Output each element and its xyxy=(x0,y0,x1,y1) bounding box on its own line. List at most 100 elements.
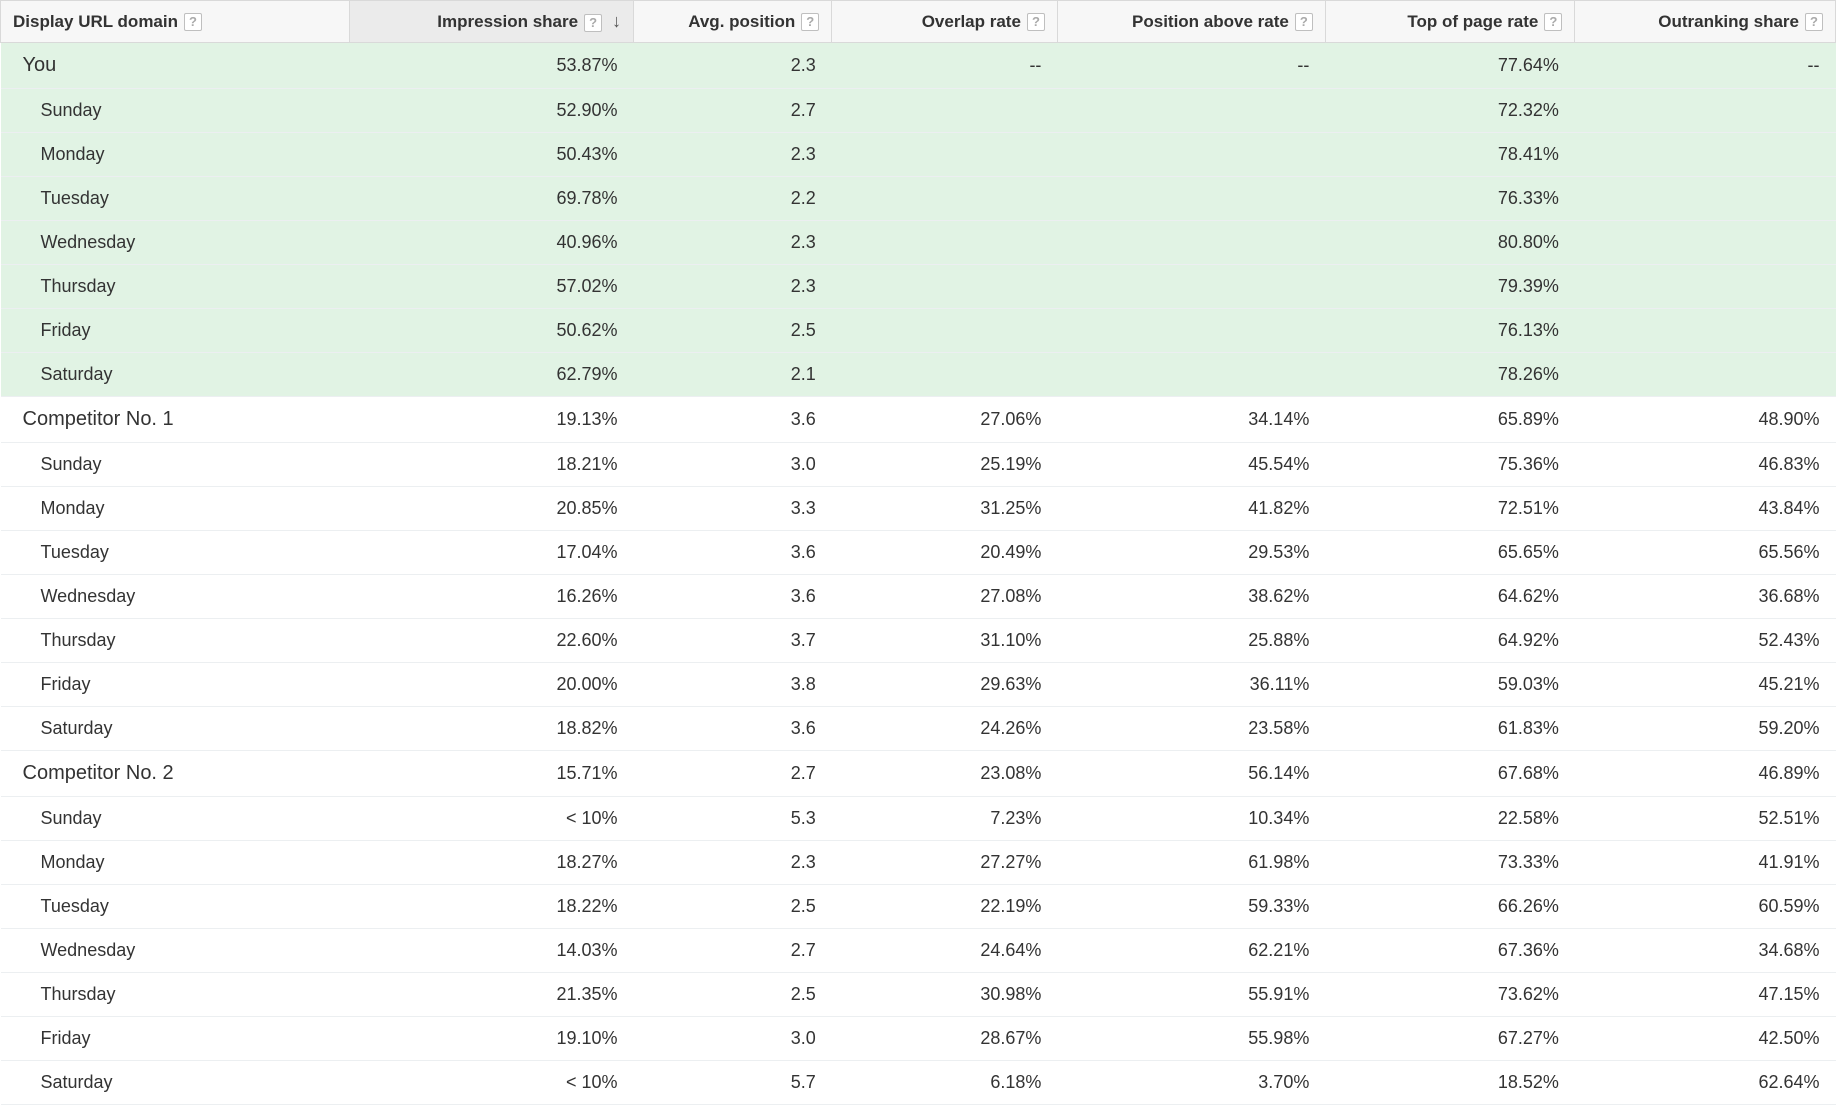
metric-cell: 64.62% xyxy=(1325,575,1575,619)
table-row[interactable]: Saturday< 10%5.76.18%3.70%18.52%62.64% xyxy=(1,1061,1836,1105)
table-row[interactable]: Monday20.85%3.331.25%41.82%72.51%43.84% xyxy=(1,487,1836,531)
metric-cell: 18.21% xyxy=(349,443,633,487)
table-row[interactable]: Tuesday17.04%3.620.49%29.53%65.65%65.56% xyxy=(1,531,1836,575)
metric-cell xyxy=(1057,221,1325,265)
help-icon[interactable]: ? xyxy=(1805,13,1823,31)
metric-cell: 3.8 xyxy=(634,663,832,707)
table-row[interactable]: Wednesday16.26%3.627.08%38.62%64.62%36.6… xyxy=(1,575,1836,619)
metric-cell: 2.3 xyxy=(634,265,832,309)
metric-cell: 45.54% xyxy=(1057,443,1325,487)
column-header[interactable]: Outranking share? xyxy=(1575,1,1836,43)
metric-cell: 20.85% xyxy=(349,487,633,531)
metric-cell: 14.03% xyxy=(349,929,633,973)
help-icon[interactable]: ? xyxy=(1544,13,1562,31)
metric-cell: 59.20% xyxy=(1575,707,1836,751)
column-header[interactable]: Top of page rate? xyxy=(1325,1,1575,43)
column-header[interactable]: Overlap rate? xyxy=(832,1,1058,43)
metric-cell: 67.27% xyxy=(1325,1017,1575,1061)
column-header-label: Outranking share xyxy=(1658,12,1799,31)
column-header[interactable]: Position above rate? xyxy=(1057,1,1325,43)
day-cell: Monday xyxy=(1,133,350,177)
day-cell: Tuesday xyxy=(1,885,350,929)
sort-arrow-down-icon: ↓ xyxy=(612,11,621,31)
table-row[interactable]: Monday18.27%2.327.27%61.98%73.33%41.91% xyxy=(1,841,1836,885)
metric-cell: -- xyxy=(1575,43,1836,89)
table-row[interactable]: Thursday21.35%2.530.98%55.91%73.62%47.15… xyxy=(1,973,1836,1017)
table-row[interactable]: Competitor No. 119.13%3.627.06%34.14%65.… xyxy=(1,397,1836,443)
metric-cell: 25.19% xyxy=(832,443,1058,487)
metric-cell: 36.68% xyxy=(1575,575,1836,619)
help-icon[interactable]: ? xyxy=(1295,13,1313,31)
metric-cell: -- xyxy=(1057,43,1325,89)
day-cell: Tuesday xyxy=(1,531,350,575)
metric-cell: 15.71% xyxy=(349,751,633,797)
metric-cell: 2.1 xyxy=(634,353,832,397)
metric-cell: -- xyxy=(832,43,1058,89)
help-icon[interactable]: ? xyxy=(801,13,819,31)
metric-cell: 55.98% xyxy=(1057,1017,1325,1061)
metric-cell: < 10% xyxy=(349,797,633,841)
table-row[interactable]: Saturday18.82%3.624.26%23.58%61.83%59.20… xyxy=(1,707,1836,751)
metric-cell: 66.26% xyxy=(1325,885,1575,929)
table-row[interactable]: Saturday62.79%2.178.26% xyxy=(1,353,1836,397)
metric-cell: 10.34% xyxy=(1057,797,1325,841)
help-icon[interactable]: ? xyxy=(1027,13,1045,31)
metric-cell: 65.65% xyxy=(1325,531,1575,575)
metric-cell: 22.60% xyxy=(349,619,633,663)
metric-cell xyxy=(832,309,1058,353)
table-row[interactable]: Friday20.00%3.829.63%36.11%59.03%45.21% xyxy=(1,663,1836,707)
column-header[interactable]: Avg. position? xyxy=(634,1,832,43)
metric-cell: 5.3 xyxy=(634,797,832,841)
metric-cell: 20.49% xyxy=(832,531,1058,575)
metric-cell: 41.91% xyxy=(1575,841,1836,885)
table-row[interactable]: Sunday18.21%3.025.19%45.54%75.36%46.83% xyxy=(1,443,1836,487)
table-row[interactable]: Wednesday14.03%2.724.64%62.21%67.36%34.6… xyxy=(1,929,1836,973)
column-header-label: Avg. position xyxy=(688,12,795,31)
metric-cell: 73.62% xyxy=(1325,973,1575,1017)
metric-cell: 2.3 xyxy=(634,43,832,89)
table-row[interactable]: You53.87%2.3----77.64%-- xyxy=(1,43,1836,89)
table-row[interactable]: Thursday57.02%2.379.39% xyxy=(1,265,1836,309)
metric-cell: 3.7 xyxy=(634,619,832,663)
table-row[interactable]: Friday19.10%3.028.67%55.98%67.27%42.50% xyxy=(1,1017,1836,1061)
metric-cell: 67.36% xyxy=(1325,929,1575,973)
metric-cell xyxy=(832,133,1058,177)
table-row[interactable]: Sunday< 10%5.37.23%10.34%22.58%52.51% xyxy=(1,797,1836,841)
domain-cell: You xyxy=(1,43,350,89)
metric-cell xyxy=(1057,353,1325,397)
metric-cell: 72.51% xyxy=(1325,487,1575,531)
metric-cell: 65.89% xyxy=(1325,397,1575,443)
day-cell: Thursday xyxy=(1,619,350,663)
table-row[interactable]: Wednesday40.96%2.380.80% xyxy=(1,221,1836,265)
metric-cell: 69.78% xyxy=(349,177,633,221)
auction-insights-table: Display URL domain?Impression share?↓Avg… xyxy=(0,0,1836,1105)
table-row[interactable]: Tuesday69.78%2.276.33% xyxy=(1,177,1836,221)
metric-cell: 80.80% xyxy=(1325,221,1575,265)
table-row[interactable]: Monday50.43%2.378.41% xyxy=(1,133,1836,177)
metric-cell: 2.7 xyxy=(634,89,832,133)
metric-cell xyxy=(1057,309,1325,353)
help-icon[interactable]: ? xyxy=(184,13,202,31)
metric-cell: 62.64% xyxy=(1575,1061,1836,1105)
metric-cell xyxy=(832,221,1058,265)
metric-cell: 72.32% xyxy=(1325,89,1575,133)
table-row[interactable]: Thursday22.60%3.731.10%25.88%64.92%52.43… xyxy=(1,619,1836,663)
column-header-label: Position above rate xyxy=(1132,12,1289,31)
metric-cell: 7.23% xyxy=(832,797,1058,841)
metric-cell: 2.7 xyxy=(634,751,832,797)
metric-cell xyxy=(1575,89,1836,133)
column-header[interactable]: Display URL domain? xyxy=(1,1,350,43)
metric-cell: 3.3 xyxy=(634,487,832,531)
table-row[interactable]: Tuesday18.22%2.522.19%59.33%66.26%60.59% xyxy=(1,885,1836,929)
table-body: You53.87%2.3----77.64%--Sunday52.90%2.77… xyxy=(1,43,1836,1105)
table-row[interactable]: Friday50.62%2.576.13% xyxy=(1,309,1836,353)
metric-cell xyxy=(1575,221,1836,265)
table-row[interactable]: Competitor No. 215.71%2.723.08%56.14%67.… xyxy=(1,751,1836,797)
metric-cell: 23.58% xyxy=(1057,707,1325,751)
metric-cell: 3.6 xyxy=(634,707,832,751)
help-icon[interactable]: ? xyxy=(584,14,602,32)
metric-cell: 76.33% xyxy=(1325,177,1575,221)
table-row[interactable]: Sunday52.90%2.772.32% xyxy=(1,89,1836,133)
metric-cell xyxy=(1057,177,1325,221)
column-header[interactable]: Impression share?↓ xyxy=(349,1,633,43)
